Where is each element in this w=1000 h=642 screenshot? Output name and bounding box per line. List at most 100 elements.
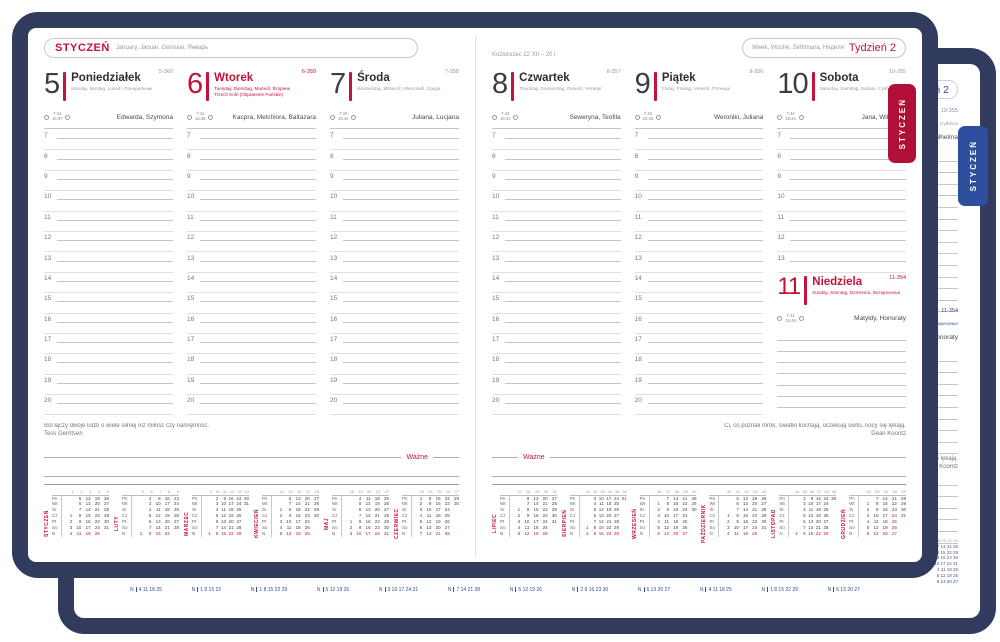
date-cell: 1 <box>349 519 353 525</box>
week-number: 26 <box>445 489 451 494</box>
day-of-year: 11-354 <box>889 274 907 281</box>
hour-line-row: 17 <box>44 333 173 344</box>
date-cell: 20 <box>882 530 888 536</box>
mini-calendar-row: Śr 4 11 18 25 <box>122 507 179 514</box>
hour-line-row: 16 <box>44 313 173 323</box>
hour-line <box>343 138 459 140</box>
mini-calendar-row: Cz 5 12 19 26 <box>122 513 179 520</box>
date-cell: 15 <box>155 530 161 536</box>
date-cell: 13 <box>426 525 432 531</box>
week-number: 3 <box>89 489 92 494</box>
mini-calendar-row: So 5 12 19 26 <box>640 525 697 531</box>
mini-calendar: WRZESIEŃ 36 37 38 39 40 Pn 7 14 21 28 Wt 1 8 15 22 29 Śr 2… <box>632 489 697 558</box>
week-number: 40 <box>692 489 697 494</box>
mini-calendar: KWIECIEŃ 14 15 16 17 18 Pn 6 13 20 27 Wt 7 14 21 28 Śr 1 8… <box>254 489 319 558</box>
date-cell: 9 <box>158 495 161 501</box>
hour-line-row: 9 <box>187 170 316 180</box>
half-hour-line <box>44 221 173 232</box>
week-number: 14 <box>279 489 284 494</box>
mini-calendar-row: Cz 6 13 20 27 <box>570 513 627 520</box>
date-cell: 12 <box>426 519 432 525</box>
weekday-label: N <box>637 587 642 593</box>
day-name-translations: Friday, Freitag, Venerdì, Пятница <box>661 86 731 91</box>
mini-calendar-row: Pn 2 9 16 23 30 <box>779 495 836 502</box>
date-cell: 21 <box>815 525 821 531</box>
half-hour-line <box>330 139 459 151</box>
hour-label: 20 <box>634 397 642 405</box>
date-cell: 26 <box>823 513 829 519</box>
weekday-label: So <box>52 525 62 531</box>
day-accent-bar <box>63 72 67 101</box>
weekday-label: N <box>122 530 132 537</box>
date-cell: 10 <box>873 513 879 519</box>
date-cell: 9 <box>223 495 227 501</box>
hour-line <box>343 321 459 323</box>
day-name: Piątek <box>661 72 696 84</box>
front-notebook-cover: STYCZEŃ January, Januar, Gennaio, Январь… <box>12 12 938 578</box>
date-cell: 4 <box>279 525 283 531</box>
hour-slot: 10 <box>777 190 907 212</box>
half-hour-line <box>492 139 621 151</box>
hour-slot: 10 <box>492 190 621 212</box>
hour-line <box>343 178 459 180</box>
date-cell: 8 <box>593 525 597 531</box>
date-cell: 19 <box>228 513 234 519</box>
date-cell: 28 <box>236 525 242 531</box>
hour-label: 11 <box>634 213 642 221</box>
hour-label: 15 <box>44 295 52 303</box>
weekday-label: So <box>122 525 132 531</box>
date-cell: 4 <box>593 501 597 507</box>
weekday-label: N <box>509 587 514 593</box>
date-cell: 31 <box>621 495 627 501</box>
date-cell: 19 <box>295 530 301 536</box>
name-day-names: Weroniki, Juliana <box>713 113 764 121</box>
week-number: 45 <box>802 489 807 494</box>
hour-label: 20 <box>44 397 52 405</box>
left-page: STYCZEŃ January, Januar, Gennaio, Январь… <box>44 36 475 558</box>
mini-calendar-grid: 31 32 33 34 35 36 Pn 3 10 17 24 31 Wt 4 11 18 25 Śr 5 12 19 2… <box>569 489 627 558</box>
week-number: 31 <box>552 489 557 494</box>
weekday-label: Pt <box>779 519 790 526</box>
day-of-year: 7-358 <box>444 69 459 75</box>
hour-line <box>57 158 173 160</box>
hour-line-row: 7 <box>187 129 316 140</box>
back-day-of-year: 10-355 <box>940 108 958 114</box>
hour-slot: 15 <box>44 292 173 314</box>
weekday-label: Pt <box>262 519 272 526</box>
date-cell: 22 <box>444 495 450 501</box>
date-cell: 15 <box>295 507 301 513</box>
hour-slot: 17 <box>634 333 764 355</box>
date-cell: 13 <box>533 495 539 501</box>
date-cell: 11 <box>734 530 739 536</box>
date-cell: 17 <box>164 501 170 507</box>
quote-left: Ból łączy dwoje ludzi o wiele silniej ni… <box>44 423 459 451</box>
hour-slot: 13 <box>187 251 316 273</box>
hour-line <box>200 240 316 242</box>
month-title: STYCZEŃ <box>55 42 110 54</box>
back-month-tab-label: STYCZEŃ <box>968 140 978 192</box>
week-translations: Week, Woche, Settimana, Неделя <box>752 45 844 51</box>
half-hour-line <box>634 302 764 314</box>
hour-line <box>505 240 621 242</box>
day-accent-bar <box>804 275 808 305</box>
date-cell <box>757 531 766 537</box>
hour-slot: 14 <box>492 272 621 294</box>
date-cell <box>548 531 557 537</box>
date-cell: 25 <box>236 507 242 513</box>
hour-slot: 10 <box>44 190 173 212</box>
hour-label: 13 <box>492 254 500 262</box>
hour-label: 7 <box>187 132 191 140</box>
hour-line <box>200 158 316 160</box>
hour-line <box>200 178 316 180</box>
date-cell: 5 <box>657 525 660 531</box>
hour-label: 13 <box>777 254 785 262</box>
mini-calendar-month-label: MARZEC <box>184 511 190 536</box>
half-hour-line <box>492 180 621 192</box>
hour-label: 16 <box>44 315 52 323</box>
hour-line-row: 20 <box>44 394 173 405</box>
week-number: 31 <box>585 489 591 494</box>
weekday-label: Wt <box>709 501 720 508</box>
date-cell: 20 <box>752 501 758 507</box>
back-minicalendar-sunday-strip: N 4 11 18 25 N 1 8 15 22 N 1 8 15 22 29 N 5 12 … <box>130 587 860 593</box>
hour-slot: 11 <box>44 211 173 232</box>
